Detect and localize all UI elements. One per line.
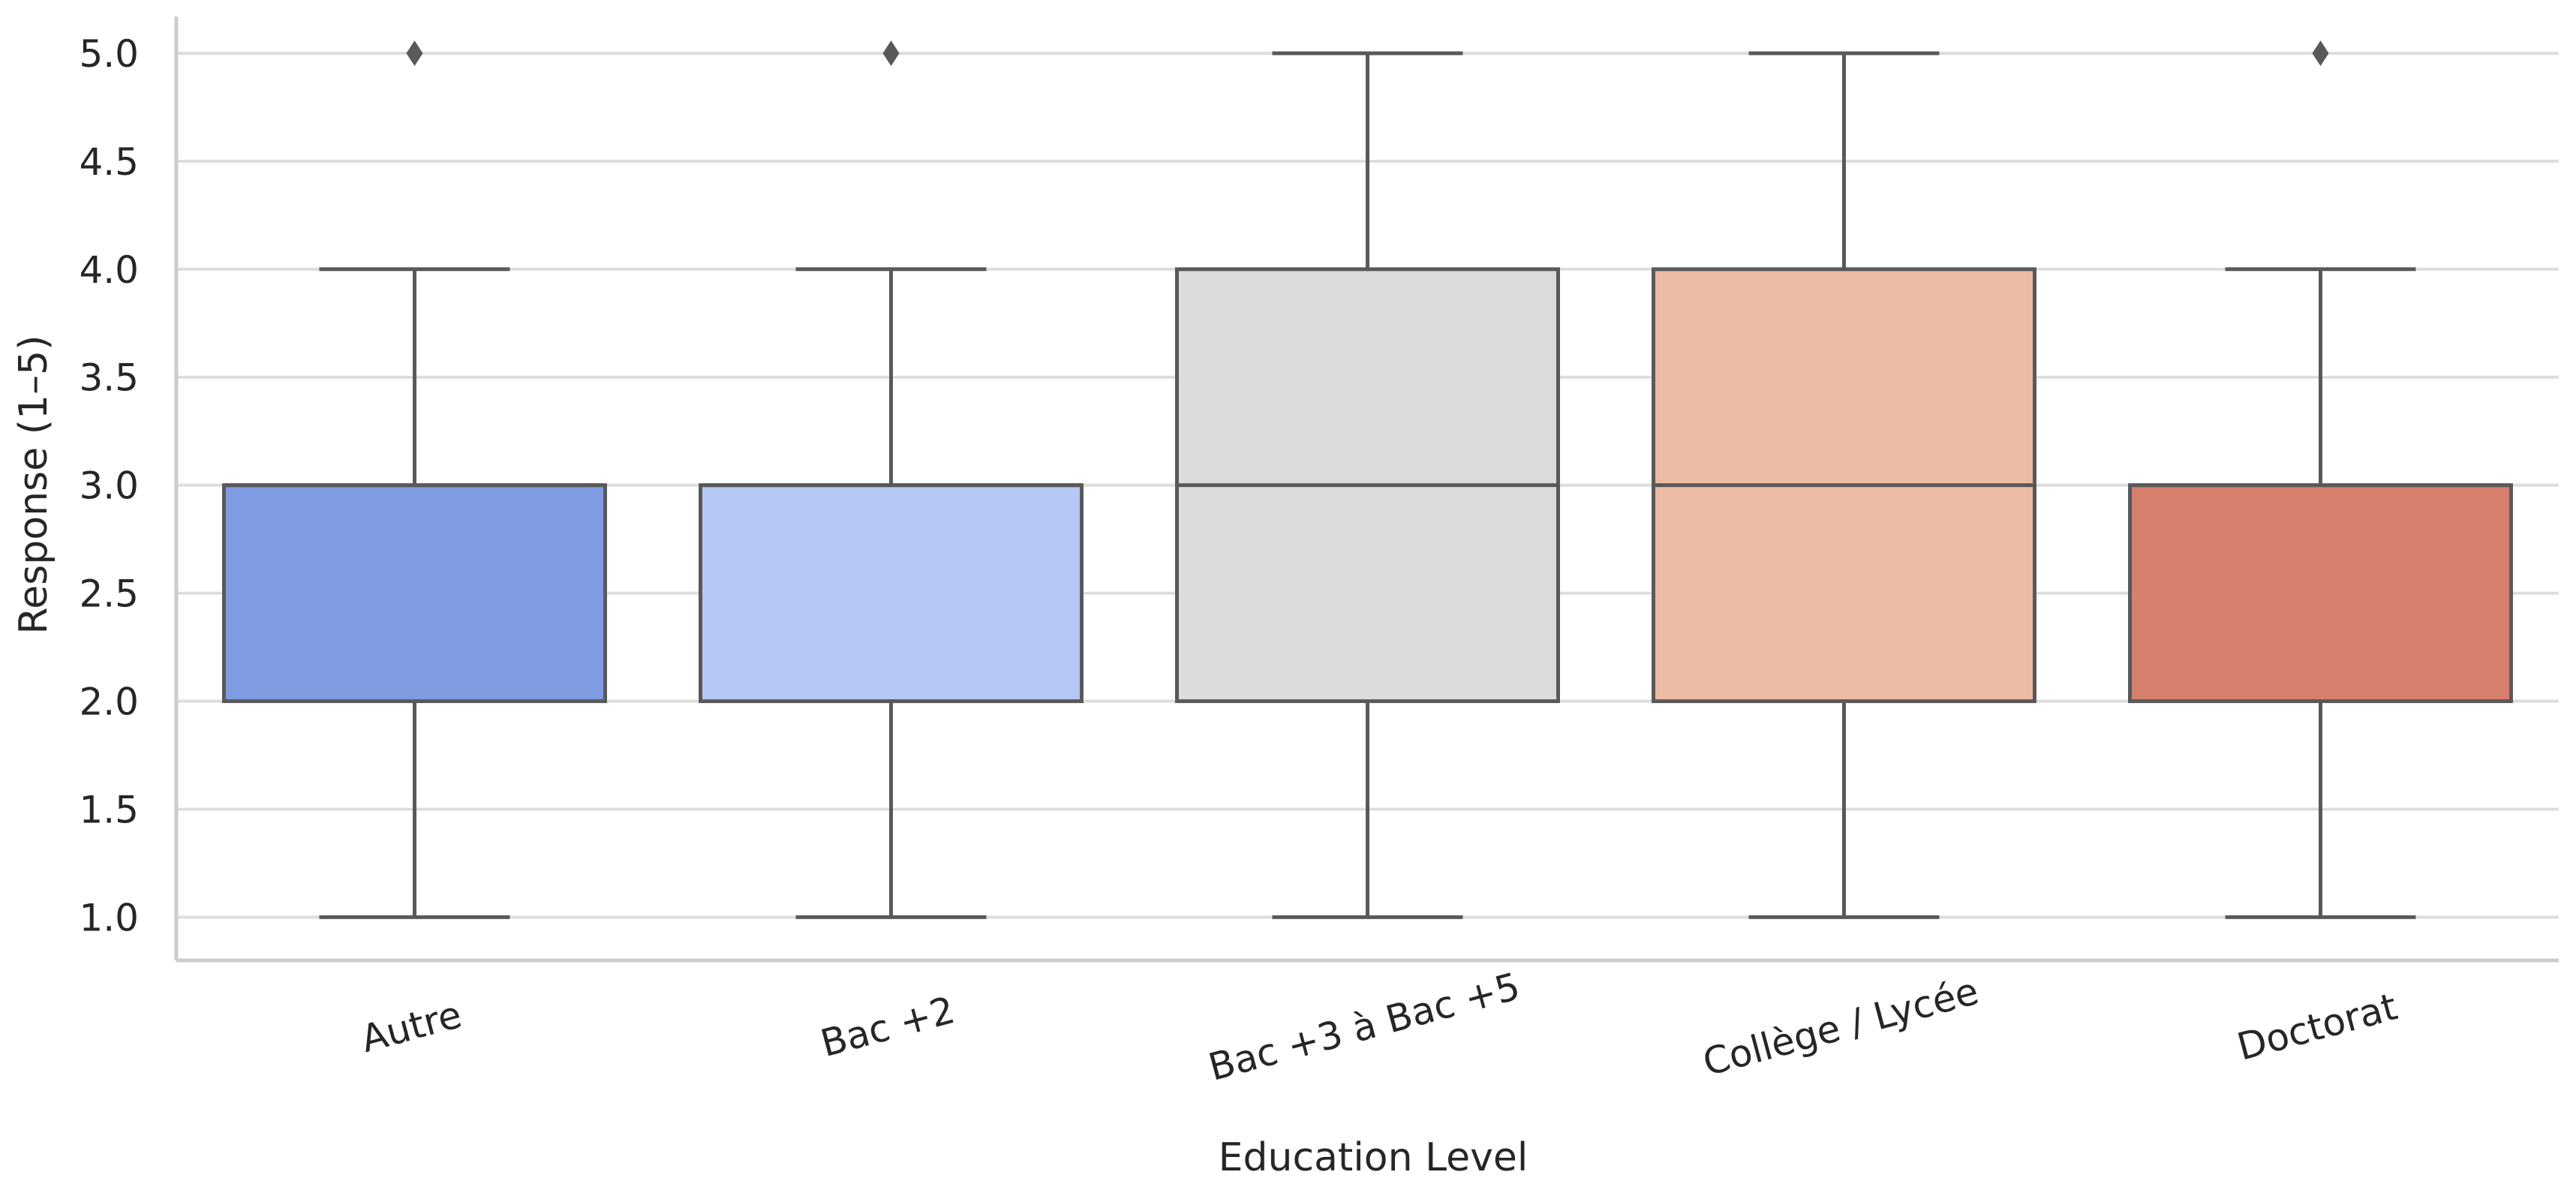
- x-tick-label-2: Bac +3 à Bac +5: [1204, 964, 1525, 1089]
- y-tick-label-0: 1.0: [79, 896, 139, 939]
- outlier-4-0: [2312, 40, 2329, 66]
- box-0: [222, 40, 607, 919]
- y-tick-label-3: 2.5: [79, 572, 139, 616]
- box-4: [2128, 40, 2513, 919]
- y-tick-label-8: 5.0: [79, 32, 139, 76]
- box-body-0: [222, 483, 607, 704]
- x-tick-label-3: Collège / Lycée: [1698, 969, 1982, 1085]
- y-tick-label-7: 4.5: [79, 140, 139, 184]
- outlier-1-0: [882, 40, 900, 66]
- y-axis-label: Response (1–5): [11, 335, 56, 634]
- x-tick-label-0: Autre: [356, 993, 466, 1061]
- y-tick-label-2: 2.0: [79, 681, 139, 724]
- spine-layer: [174, 17, 2559, 963]
- y-tick-label-6: 4.0: [79, 248, 139, 292]
- box-1: [699, 40, 1084, 919]
- outlier-0-0: [406, 40, 423, 66]
- box-2: [1175, 51, 1560, 919]
- x-tick-labels: Autre Bac +2 Bac +3 à Bac +5 Collège / Lycé…: [356, 964, 2402, 1089]
- x-axis-label: Education Level: [1219, 1135, 1528, 1180]
- x-tick-label-4: Doctorat: [2233, 984, 2402, 1068]
- box-3: [1652, 51, 2036, 919]
- y-tick-label-5: 3.5: [79, 356, 139, 400]
- y-tick-labels: 1.0 1.5 2.0 2.5 3.0 3.5 4.0 4.5 5.0: [79, 32, 139, 939]
- box-body-4: [2128, 483, 2513, 704]
- box-body-1: [699, 483, 1084, 704]
- y-tick-label-1: 1.5: [79, 788, 139, 831]
- x-tick-label-1: Bac +2: [816, 988, 960, 1065]
- box-layer: [222, 40, 2513, 919]
- y-tick-label-4: 3.0: [79, 464, 139, 508]
